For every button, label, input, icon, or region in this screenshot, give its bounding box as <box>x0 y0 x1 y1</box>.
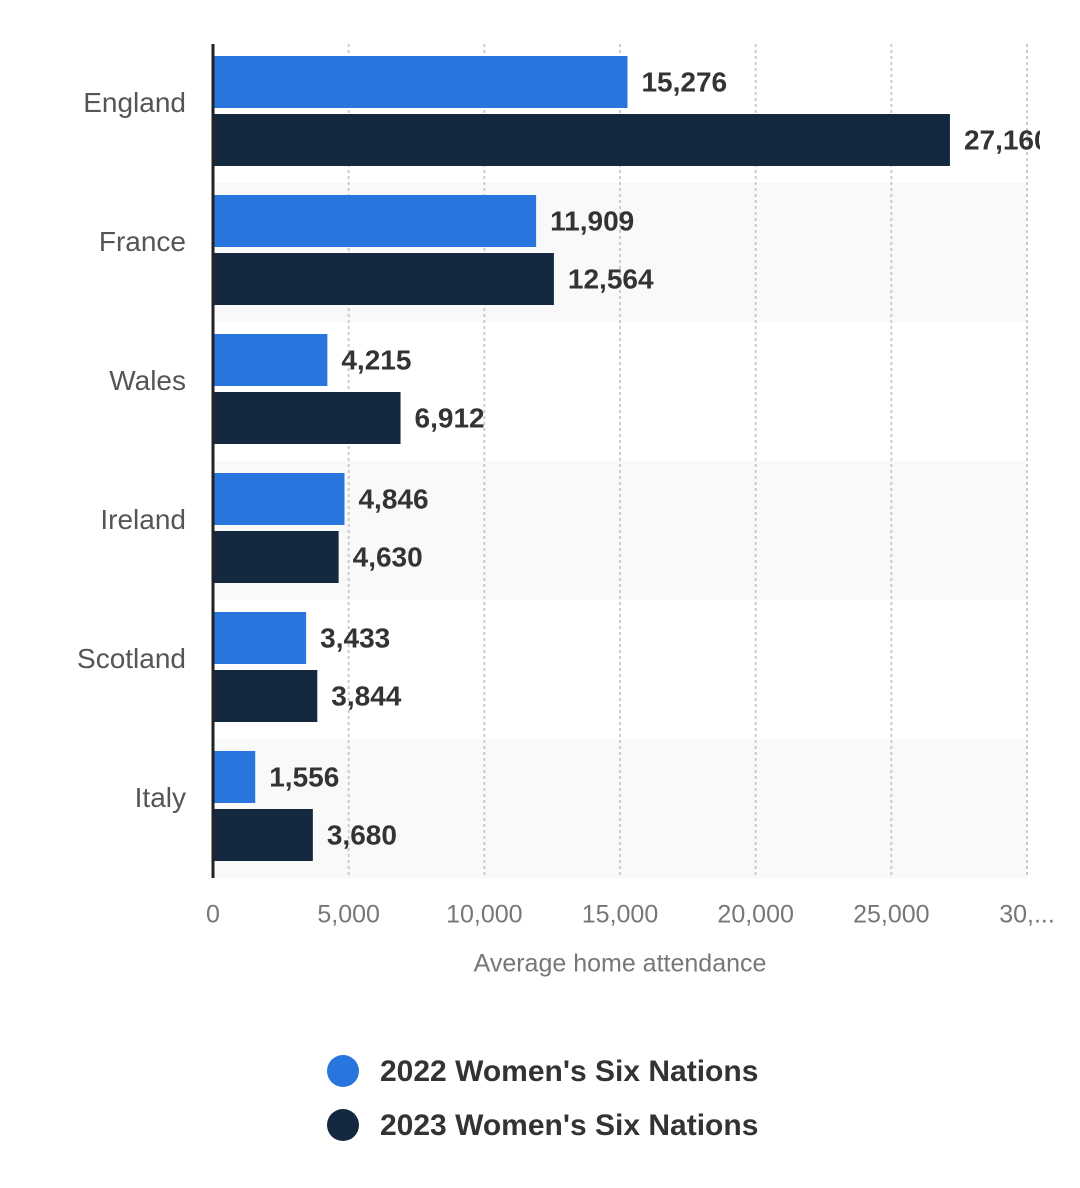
x-tick-label: 10,000 <box>446 901 522 929</box>
bar <box>213 195 537 247</box>
bar <box>213 56 628 108</box>
bar <box>213 473 345 525</box>
bar <box>213 392 401 444</box>
bar <box>213 334 328 386</box>
y-tick-label: Wales <box>109 365 186 396</box>
value-label: 12,564 <box>568 263 654 294</box>
value-label: 3,680 <box>327 819 397 850</box>
legend-label: 2023 Women's Six Nations <box>380 1109 758 1142</box>
x-tick-label: 30,... <box>999 901 1055 929</box>
bar <box>213 114 950 166</box>
bar <box>213 253 554 305</box>
bar <box>213 612 307 664</box>
x-tick-label: 25,000 <box>853 901 929 929</box>
bar <box>213 531 339 583</box>
bar <box>213 670 318 722</box>
value-label: 11,909 <box>550 205 634 236</box>
y-tick-label: Scotland <box>77 643 186 674</box>
legend-marker <box>327 1109 359 1141</box>
x-axis-label: Average home attendance <box>474 950 767 978</box>
value-label: 15,276 <box>641 66 727 97</box>
value-label: 27,160 <box>964 124 1050 155</box>
x-tick-label: 15,000 <box>582 901 658 929</box>
value-label: 3,433 <box>320 622 390 653</box>
bar <box>213 809 313 861</box>
x-tick-label: 20,000 <box>717 901 793 929</box>
value-label: 1,556 <box>269 761 339 792</box>
y-tick-label: France <box>99 226 186 257</box>
legend-marker <box>327 1055 359 1087</box>
y-tick-label: England <box>83 87 186 118</box>
y-tick-label: Ireland <box>100 504 186 535</box>
value-label: 4,846 <box>358 483 428 514</box>
value-label: 6,912 <box>415 402 485 433</box>
y-tick-label: Italy <box>135 782 186 813</box>
value-label: 4,630 <box>353 541 423 572</box>
x-tick-label: 5,000 <box>317 901 380 929</box>
value-label: 3,844 <box>331 680 401 711</box>
value-label: 4,215 <box>341 344 411 375</box>
x-tick-label: 0 <box>206 901 220 929</box>
bar <box>213 751 256 803</box>
legend-label: 2022 Women's Six Nations <box>380 1055 758 1088</box>
